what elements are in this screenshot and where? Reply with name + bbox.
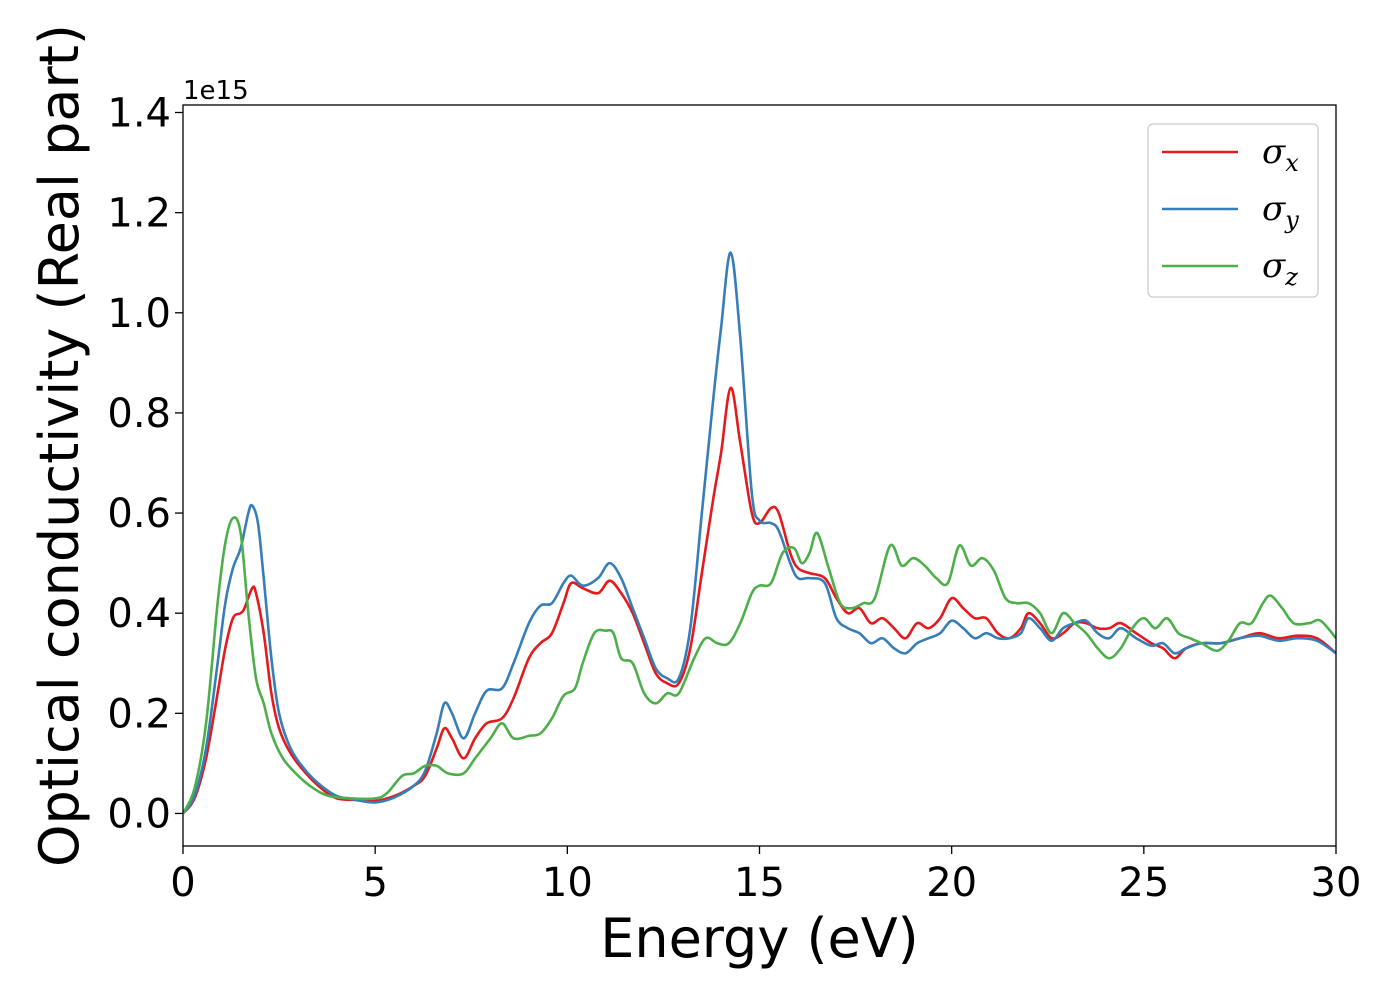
- y-tick-label: 0.4: [107, 591, 171, 637]
- series-line-z: [183, 516, 1336, 815]
- y-tick-label: 1.2: [107, 191, 171, 237]
- legend-label-x: σx: [1262, 132, 1299, 177]
- y-axis-ticks: 0.0 0.2 0.4 0.6 0.8 1.0 1.2 1.4: [107, 91, 183, 837]
- x-tick-label: 25: [1118, 860, 1169, 906]
- x-tick-label: 15: [734, 860, 785, 906]
- y-tick-label: 0.2: [107, 691, 171, 737]
- x-tick-label: 30: [1311, 860, 1362, 906]
- x-tick-label: 0: [170, 860, 195, 906]
- series-line-y: [183, 251, 1336, 815]
- y-axis-label: Optical conductivity (Real part): [28, 24, 91, 867]
- y-tick-label: 1.0: [107, 291, 171, 337]
- series-layer: [183, 251, 1336, 815]
- y-tick-label: 0.6: [107, 491, 171, 537]
- legend-label-z: σz: [1262, 246, 1298, 291]
- y-tick-label: 0.0: [107, 791, 171, 837]
- y-axis-offset-text: 1e15: [183, 76, 249, 106]
- x-tick-label: 5: [362, 860, 387, 906]
- series-line-x: [183, 386, 1336, 815]
- legend-box: [1147, 123, 1319, 298]
- x-axis-ticks: 0 5 10 15 20 25 30: [170, 846, 1361, 906]
- legend-label-y: σy: [1262, 189, 1299, 234]
- y-tick-label: 1.4: [107, 91, 171, 137]
- x-tick-label: 10: [542, 860, 593, 906]
- x-axis-label: Energy (eV): [600, 907, 919, 970]
- legend: σx σy σz: [1147, 123, 1319, 298]
- y-tick-label: 0.8: [107, 391, 171, 437]
- x-tick-label: 20: [926, 860, 977, 906]
